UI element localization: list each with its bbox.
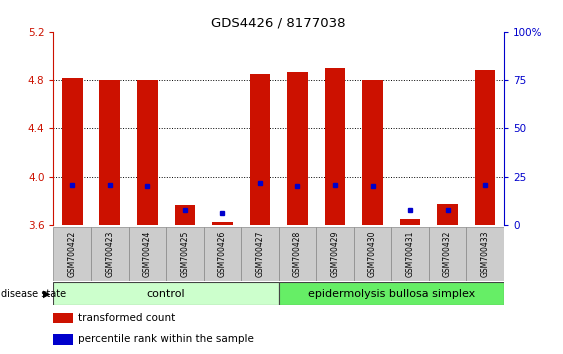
- Title: GDS4426 / 8177038: GDS4426 / 8177038: [212, 16, 346, 29]
- Text: GSM700426: GSM700426: [218, 231, 227, 277]
- Bar: [354, 227, 391, 281]
- Bar: [137, 80, 158, 225]
- Bar: [362, 80, 383, 225]
- Text: epidermolysis bullosa simplex: epidermolysis bullosa simplex: [307, 289, 475, 299]
- Bar: [175, 205, 195, 225]
- Text: GSM700428: GSM700428: [293, 231, 302, 277]
- Text: GSM700424: GSM700424: [143, 231, 152, 277]
- Bar: [316, 227, 354, 281]
- Bar: [287, 72, 308, 225]
- Bar: [53, 313, 73, 324]
- Text: disease state: disease state: [1, 289, 66, 299]
- Text: control: control: [147, 289, 185, 299]
- Bar: [166, 227, 204, 281]
- Bar: [325, 68, 345, 225]
- Bar: [466, 227, 504, 281]
- Bar: [279, 282, 504, 305]
- Bar: [53, 282, 279, 305]
- Bar: [391, 227, 429, 281]
- Text: ▶: ▶: [43, 289, 51, 299]
- Bar: [62, 78, 83, 225]
- Bar: [100, 80, 120, 225]
- Text: GSM700430: GSM700430: [368, 231, 377, 277]
- Text: GSM700433: GSM700433: [481, 231, 490, 277]
- Text: GSM700432: GSM700432: [443, 231, 452, 277]
- Text: GSM700425: GSM700425: [180, 231, 189, 277]
- Bar: [279, 227, 316, 281]
- Bar: [429, 227, 466, 281]
- Text: percentile rank within the sample: percentile rank within the sample: [78, 334, 254, 344]
- Bar: [475, 70, 495, 225]
- Bar: [128, 227, 166, 281]
- Bar: [400, 219, 421, 225]
- Text: GSM700429: GSM700429: [330, 231, 339, 277]
- Text: GSM700427: GSM700427: [256, 231, 265, 277]
- Bar: [53, 227, 91, 281]
- Bar: [437, 204, 458, 225]
- Bar: [91, 227, 128, 281]
- Bar: [249, 74, 270, 225]
- Bar: [53, 333, 73, 344]
- Text: GSM700423: GSM700423: [105, 231, 114, 277]
- Text: GSM700431: GSM700431: [405, 231, 414, 277]
- Text: GSM700422: GSM700422: [68, 231, 77, 277]
- Text: transformed count: transformed count: [78, 313, 176, 323]
- Bar: [212, 222, 233, 225]
- Bar: [241, 227, 279, 281]
- Bar: [204, 227, 241, 281]
